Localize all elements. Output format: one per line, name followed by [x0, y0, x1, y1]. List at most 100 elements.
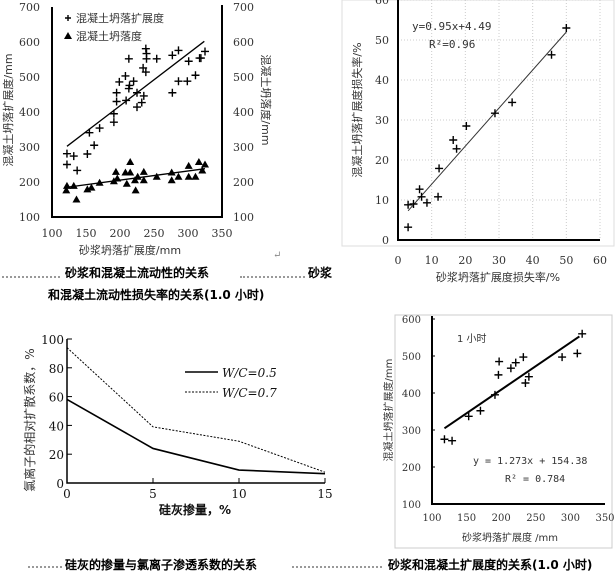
- x-tick-label: 50: [559, 254, 573, 267]
- y-axis-label: 氯离子的相对扩散系数，%: [22, 348, 37, 491]
- plus-marker: [125, 81, 134, 90]
- plot-frame: [51, 5, 223, 218]
- plus-marker: [69, 152, 78, 161]
- x-tick-label: 60: [593, 254, 607, 267]
- dotted-leader: [28, 566, 62, 568]
- plus-marker: [65, 15, 71, 21]
- x-axis-label: 硅灰掺量，%: [159, 502, 231, 517]
- triangle-marker: [126, 158, 135, 166]
- plus-marker: [62, 160, 71, 169]
- trendline: [443, 335, 580, 430]
- axes: [397, 0, 600, 241]
- x-axis-label: 砂浆坍落扩展度/mm: [79, 243, 181, 257]
- plus-marker: [122, 96, 131, 105]
- right-y-tick-label: 400: [233, 106, 254, 119]
- right-y-axis-label: 混凝土坍落度/mm: [259, 54, 273, 145]
- caption-chart3: 硅灰的掺量与氯离子渗透系数的关系: [65, 558, 258, 572]
- plus-marker: [121, 71, 130, 80]
- plus-marker: [124, 54, 133, 63]
- triangle-marker: [198, 166, 207, 174]
- x-tick-label: 150: [76, 227, 97, 240]
- y-tick-label: 500: [19, 71, 40, 84]
- y-tick-label: 700: [19, 1, 40, 14]
- plus-marker: [141, 68, 150, 77]
- plus-marker: [404, 223, 413, 232]
- plus-marker: [115, 77, 124, 86]
- plus-marker: [174, 46, 183, 55]
- plus-marker: [90, 141, 99, 150]
- plus-marker: [142, 49, 151, 58]
- caption-chart1: 砂浆和混凝土流动性的关系: [65, 266, 210, 280]
- annotation-label: 1 小时: [457, 333, 487, 345]
- x-tick-label: 200: [492, 513, 511, 524]
- trendline: [407, 31, 567, 212]
- y-tick-label: 40: [375, 74, 389, 87]
- triangle-marker: [62, 181, 71, 189]
- trendline: [66, 40, 205, 147]
- chart-border: [341, 0, 615, 247]
- plus-marker: [201, 47, 209, 56]
- triangle-marker: [62, 186, 71, 194]
- y-tick-label: 80: [49, 362, 64, 376]
- dotted-leader: [2, 276, 60, 278]
- x-tick-label: 15: [317, 487, 332, 501]
- plus-marker: [109, 109, 118, 118]
- right-y-tick-label: 700: [233, 1, 254, 14]
- plus-marker: [85, 128, 94, 137]
- plus-marker: [449, 136, 458, 144]
- plus-marker: [183, 77, 192, 86]
- plus-marker: [508, 98, 517, 107]
- x-tick-label: 350: [595, 513, 614, 524]
- plus-marker: [112, 97, 121, 106]
- x-tick-label: 200: [110, 227, 131, 240]
- x-tick-label: 250: [526, 513, 545, 524]
- plus-marker: [464, 412, 473, 421]
- y-tick-label: 300: [402, 426, 421, 437]
- plus-marker: [196, 54, 205, 63]
- right-y-tick-label: 600: [233, 36, 254, 49]
- y-axis-label: 混凝土坍落扩展度损失率/%: [350, 42, 364, 177]
- triangle-marker: [69, 181, 78, 189]
- x-tick-label: 250: [144, 227, 165, 240]
- triangle-marker: [167, 176, 176, 184]
- dotted-leader: [292, 566, 382, 568]
- y-tick-label: 200: [19, 176, 40, 189]
- chart-border: [394, 314, 613, 549]
- plus-marker: [422, 198, 431, 207]
- triangle-marker: [184, 172, 193, 180]
- y-tick-label: 100: [402, 500, 421, 511]
- plus-marker: [139, 91, 148, 100]
- x-tick-label: 10: [231, 487, 246, 501]
- y-tick-label: 300: [19, 141, 40, 154]
- plus-marker: [462, 122, 471, 130]
- plus-marker: [62, 149, 71, 158]
- plus-marker: [133, 103, 141, 112]
- plus-marker: [476, 406, 485, 415]
- plus-marker: [506, 364, 515, 373]
- y-tick-label: 600: [402, 315, 421, 326]
- x-tick-label: 5: [149, 487, 157, 501]
- right-y-tick-label: 300: [233, 141, 254, 154]
- y-tick-label: 60: [375, 0, 389, 7]
- plus-marker: [415, 185, 424, 194]
- plus-marker: [490, 109, 499, 118]
- y-tick-label: 100: [41, 333, 64, 347]
- triangle-marker: [194, 158, 203, 166]
- triangle-marker: [133, 172, 142, 180]
- series-line: [66, 347, 326, 473]
- triangle-marker: [87, 183, 96, 191]
- y-tick-label: 0: [56, 477, 64, 491]
- plus-marker: [409, 200, 418, 208]
- paragraph-mark: ↵: [273, 250, 282, 261]
- plus-marker: [73, 166, 82, 175]
- x-tick-label: 10: [425, 254, 439, 267]
- plus-marker: [168, 51, 177, 60]
- legend-label: W/C=0.5: [222, 366, 277, 380]
- plus-marker: [547, 50, 556, 59]
- triangle-marker: [174, 172, 183, 180]
- x-axis-label: 砂浆坍落扩展度损失率/%: [436, 270, 560, 284]
- x-tick-label: 0: [395, 254, 402, 267]
- plus-marker: [129, 77, 138, 86]
